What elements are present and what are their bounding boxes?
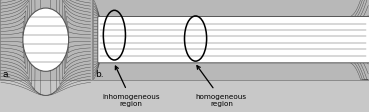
- Text: b.: b.: [95, 69, 103, 78]
- FancyBboxPatch shape: [98, 17, 369, 63]
- Text: a.: a.: [3, 69, 11, 78]
- Text: inhomogeneous
region: inhomogeneous region: [102, 66, 160, 106]
- Bar: [93, 0, 369, 81]
- Text: homogeneous
region: homogeneous region: [196, 66, 247, 106]
- Bar: [0, 0, 92, 81]
- Ellipse shape: [23, 9, 69, 72]
